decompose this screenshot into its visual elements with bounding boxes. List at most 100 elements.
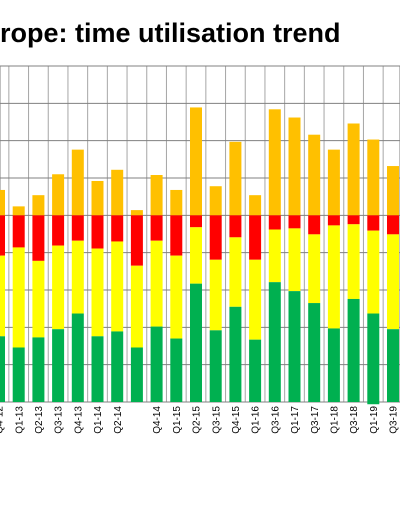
x-tick-label: Q4-14	[152, 406, 163, 434]
x-tick-label: Q1-17	[290, 406, 301, 434]
bar-segment	[347, 224, 360, 299]
x-tick-label: Q2-15	[192, 406, 203, 434]
bar-segment	[150, 215, 163, 241]
bar-segment	[288, 117, 301, 216]
bar-segment	[249, 195, 262, 216]
bar-segment	[170, 255, 183, 339]
bar-segment	[71, 149, 84, 216]
bar-segment	[150, 175, 163, 216]
bar-segment	[170, 215, 183, 256]
bar-segment	[327, 149, 340, 216]
bar-segment	[308, 215, 321, 235]
x-tick-label: Q4-13	[73, 406, 84, 434]
bar-segment	[170, 189, 183, 216]
bar-segment	[249, 259, 262, 340]
bar-segment	[327, 225, 340, 329]
x-tick-label: Q4-12	[0, 406, 6, 434]
bar-segment	[367, 230, 380, 314]
bar-segment	[190, 283, 202, 402]
bar-segment	[387, 329, 399, 402]
bar-segment	[190, 107, 202, 216]
x-tick-label: Q1-14	[93, 406, 104, 434]
bar-segment	[0, 189, 5, 216]
bar-segment	[229, 215, 242, 238]
x-tick-label: Q4-15	[231, 406, 242, 434]
bar-segment	[229, 237, 242, 307]
bar-segment	[209, 330, 222, 402]
bar-segment	[347, 123, 360, 216]
x-tick-label: Q2-14	[113, 406, 124, 434]
bar-segment	[52, 215, 65, 246]
x-tick-label: Q3-13	[54, 406, 65, 434]
bar-segment	[91, 248, 104, 337]
bar-segment	[111, 169, 124, 216]
chart-title: rope: time utilisation trend	[0, 18, 341, 48]
bar-segment	[170, 338, 183, 402]
bar-segment	[327, 328, 340, 402]
bar-segment	[209, 186, 222, 216]
bar-segment	[347, 215, 360, 225]
bar-segment	[12, 247, 25, 348]
bar-segment	[150, 240, 163, 327]
bar-segment	[209, 215, 222, 260]
bar-segment	[150, 326, 163, 402]
bar-segment	[347, 298, 360, 402]
bar-segment	[91, 180, 104, 216]
bar-segment	[0, 215, 5, 256]
x-tick-label: Q3-15	[211, 406, 222, 434]
bar-segment	[288, 228, 301, 292]
bar-segment	[268, 229, 281, 283]
bar-segment	[209, 259, 222, 331]
bar-segment	[12, 206, 25, 216]
bar-segment	[130, 347, 143, 402]
bar-segment	[71, 215, 84, 241]
bar-segment	[229, 306, 242, 402]
bar-segment	[327, 215, 340, 226]
bar-segment	[308, 234, 321, 304]
bar-segment	[387, 215, 399, 235]
bar-segment	[249, 215, 262, 260]
bar-segment	[111, 241, 124, 332]
bar-segment	[91, 215, 104, 249]
x-tick-label: Q2-13	[34, 406, 45, 434]
bar-segment	[308, 134, 321, 216]
bar-segment	[130, 210, 143, 216]
bar-segment	[111, 215, 124, 242]
bar-segment	[32, 215, 45, 261]
bar-segment	[130, 215, 143, 266]
x-tick-label: Q3-19	[389, 406, 400, 434]
bar-segment	[367, 139, 380, 216]
bar-segment	[0, 336, 5, 402]
x-tick-label: Q1-13	[14, 406, 25, 434]
x-tick-label: Q1-18	[330, 406, 341, 434]
bar-segment	[71, 313, 84, 402]
bar-segment	[111, 331, 124, 402]
bar-segment	[52, 329, 65, 402]
bar-segment	[268, 282, 281, 402]
bar-segment	[190, 227, 202, 284]
bar-segment	[32, 337, 45, 402]
x-tick-label: Q3-18	[349, 406, 360, 434]
bar-segment	[367, 313, 380, 405]
bar-segment	[367, 215, 380, 231]
bar-segment	[130, 265, 143, 348]
bar-segment	[308, 303, 321, 402]
bar-segment	[32, 195, 45, 216]
bar-segment	[288, 291, 301, 402]
bar-segment	[12, 215, 25, 248]
bar-segment	[32, 260, 45, 338]
bar-segment	[71, 240, 84, 314]
bar-segment	[0, 255, 5, 337]
bar-segment	[268, 215, 281, 230]
x-tick-label: Q1-19	[369, 406, 380, 434]
bar-segment	[387, 166, 399, 216]
bar-segment	[12, 347, 25, 402]
x-tick-label: Q1-15	[172, 406, 183, 434]
bar-segment	[91, 336, 104, 402]
x-tick-label: Q1-16	[251, 406, 262, 434]
bar-segment	[229, 141, 242, 216]
x-tick-label: Q3-17	[310, 406, 321, 434]
bar-segment	[52, 174, 65, 216]
